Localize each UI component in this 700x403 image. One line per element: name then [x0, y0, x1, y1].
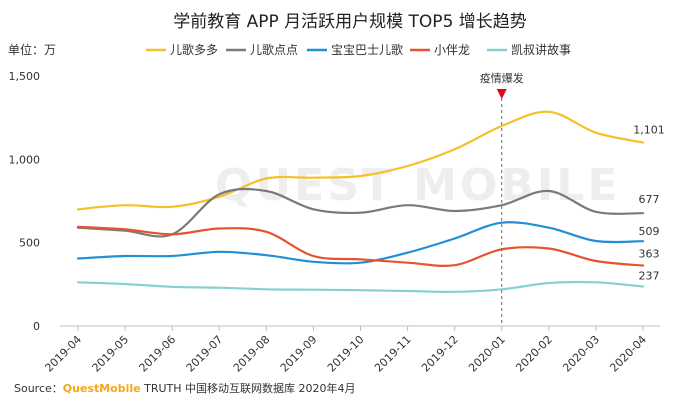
end-value-label: 677: [639, 193, 660, 206]
series-line: [76, 221, 645, 265]
x-tick-label: 2019-06: [137, 333, 179, 375]
legend-label: 凯叔讲故事: [511, 42, 571, 57]
legend-label: 宝宝巴士儿歌: [331, 42, 403, 57]
y-tick-label: 1,500: [9, 70, 41, 83]
source-suffix: TRUTH 中国移动互联网数据库 2020年4月: [141, 381, 356, 395]
y-tick-label: 0: [33, 320, 40, 333]
x-tick-label: 2019-12: [419, 333, 461, 375]
x-tick-label: 2020-02: [513, 333, 555, 375]
x-tick-label: 2019-08: [231, 333, 273, 375]
series-line: [76, 280, 645, 293]
source-note: Source：QuestMobile TRUTH 中国移动互联网数据库 2020…: [14, 381, 356, 395]
x-tick-label: 2020-01: [466, 333, 508, 375]
source-brand: QuestMobile: [63, 382, 141, 395]
watermark: QUEST MOBILE: [215, 160, 620, 211]
x-tick-label: 2019-11: [372, 333, 414, 375]
end-value-label: 237: [639, 270, 660, 283]
end-value-label: 509: [639, 225, 660, 238]
unit-label: 单位：万: [8, 42, 56, 57]
source-prefix: Source：: [14, 382, 63, 395]
x-tick-label: 2020-03: [560, 333, 602, 375]
x-tick-label: 2019-09: [278, 333, 320, 375]
x-tick-label: 2019-05: [90, 333, 132, 375]
chart-title: 学前教育 APP 月活跃用户规模 TOP5 增长趋势: [173, 12, 527, 32]
legend-label: 小伴龙: [434, 43, 470, 57]
annotations: 疫情爆发: [480, 71, 524, 326]
x-tick-label: 2019-07: [184, 333, 226, 375]
annotation-label: 疫情爆发: [480, 71, 524, 85]
x-tick-label: 2020-04: [607, 333, 649, 375]
legend-label: 儿歌多多: [170, 42, 218, 57]
annotation-marker: [496, 89, 507, 99]
end-value-label: 363: [639, 248, 660, 261]
series-line: [76, 225, 645, 267]
series-line: [76, 110, 645, 211]
end-value-label: 1,101: [633, 124, 665, 137]
legend-label: 儿歌点点: [250, 42, 298, 57]
y-tick-label: 500: [19, 237, 40, 250]
x-tick-label: 2019-10: [325, 333, 367, 375]
y-tick-label: 1,000: [9, 153, 41, 166]
x-tick-label: 2019-04: [42, 333, 84, 375]
legend: 儿歌多多 儿歌点点 宝宝巴士儿歌 小伴龙 凯叔讲故事: [146, 42, 571, 57]
series-group: 1,101 677 509 363 237: [76, 110, 665, 293]
